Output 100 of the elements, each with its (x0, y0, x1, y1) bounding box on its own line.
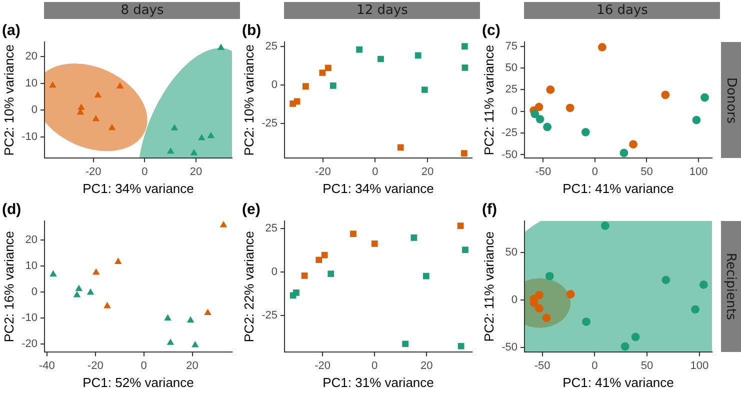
x-tick-label: -50 (535, 166, 552, 178)
x-tick-label: 20 (420, 360, 433, 372)
point (661, 90, 670, 100)
point (566, 290, 575, 298)
point (461, 43, 468, 50)
chart-title: (a) (2, 22, 20, 40)
point (422, 272, 430, 280)
x-tick-label: -20 (314, 360, 330, 372)
point (217, 44, 225, 50)
point (378, 56, 384, 62)
y-axis-title: PC2: 10% variance (1, 44, 16, 156)
point (204, 308, 212, 315)
y-tick-label: 0 (271, 266, 278, 278)
chart-subtitle: 16 days (524, 2, 720, 19)
point (620, 148, 628, 158)
chart-title: (f) (482, 201, 497, 218)
x-tick-label: -20 (87, 360, 104, 372)
y-tick-label: -20 (22, 338, 38, 350)
y-axis-title: PC2: 11% variance (481, 44, 496, 156)
point (397, 144, 404, 151)
x-tick-label: 20 (190, 166, 202, 178)
point (328, 270, 334, 277)
chart-title: (d) (2, 201, 22, 218)
y-tick-label: 20 (25, 234, 38, 246)
y-axis-title: PC2: 10% variance (241, 44, 256, 156)
point (600, 222, 610, 230)
point (220, 221, 228, 228)
x-tick-label: 0 (142, 166, 148, 178)
y-tick-label: 25 (265, 40, 278, 52)
x-tick-label: 0 (372, 360, 378, 372)
point (534, 304, 544, 313)
x-tick-label: -50 (534, 360, 550, 372)
point (566, 104, 574, 112)
point (582, 318, 590, 326)
y-axis-title: PC2: 16% variance (1, 230, 16, 342)
chart-title: (b) (242, 22, 262, 40)
point (462, 64, 468, 71)
x-tick-label: 0 (592, 166, 598, 178)
x-tick-label: -20 (314, 166, 331, 178)
point (86, 288, 94, 295)
point (116, 82, 124, 88)
y-tick-label: -10 (22, 130, 38, 143)
point (410, 234, 418, 241)
chart-subtitle: 8 days (44, 2, 240, 19)
point (700, 93, 709, 102)
x-tick-label: 0 (592, 360, 598, 372)
point (319, 70, 326, 76)
point (631, 332, 640, 342)
point (166, 338, 174, 345)
x-axis-title: PC1: 34% variance (322, 180, 434, 196)
point (629, 140, 638, 149)
x-tick-label: 0 (372, 166, 378, 178)
y-axis-title: PC2: 22% variance (241, 230, 256, 342)
y-tick-label: 0 (31, 104, 38, 116)
point (581, 128, 590, 136)
x-axis-title: PC1: 31% variance (322, 374, 434, 390)
x-tick-label: -20 (85, 166, 102, 178)
x-tick-label: 50 (640, 360, 654, 372)
point (104, 302, 111, 308)
y-tick-label: 0 (271, 78, 278, 91)
x-axis-title: PC1: 41% variance (562, 180, 674, 196)
point (421, 86, 428, 93)
x-axis-title: PC1: 34% variance (82, 180, 194, 196)
point (536, 114, 544, 124)
point (164, 314, 172, 320)
point (530, 110, 540, 118)
y-tick-label: 0 (511, 105, 518, 118)
point (301, 272, 308, 279)
point (190, 148, 198, 156)
point (92, 268, 100, 275)
y-tick-label: 10 (25, 260, 38, 272)
point (546, 85, 555, 94)
x-tick-label: 20 (421, 166, 434, 178)
point (166, 147, 174, 154)
x-axis-title: PC1: 41% variance (562, 374, 674, 390)
y-tick-label: 25 (505, 84, 518, 96)
x-tick-label: 20 (186, 360, 198, 372)
point (542, 314, 551, 322)
point (598, 43, 606, 52)
chart-subtitle: 12 days (284, 2, 480, 19)
y-tick-label: -25 (262, 118, 278, 130)
y-tick-label: 25 (265, 222, 278, 235)
point (620, 342, 630, 351)
x-tick-label: 50 (640, 166, 653, 178)
point (94, 91, 102, 98)
x-axis-title: PC1: 52% variance (82, 374, 194, 390)
point (293, 289, 300, 296)
y2-axis-title: Recipients (724, 253, 738, 320)
point (414, 52, 422, 59)
point (457, 222, 464, 230)
point (691, 305, 700, 314)
point (460, 150, 468, 156)
chart-title: (c) (482, 22, 500, 40)
y-tick-label: -50 (502, 341, 518, 354)
chart-title: (e) (242, 201, 260, 218)
point (92, 115, 100, 122)
point (356, 46, 362, 53)
point (198, 134, 206, 140)
point (321, 252, 328, 258)
y-tick-label: 0 (31, 286, 38, 298)
